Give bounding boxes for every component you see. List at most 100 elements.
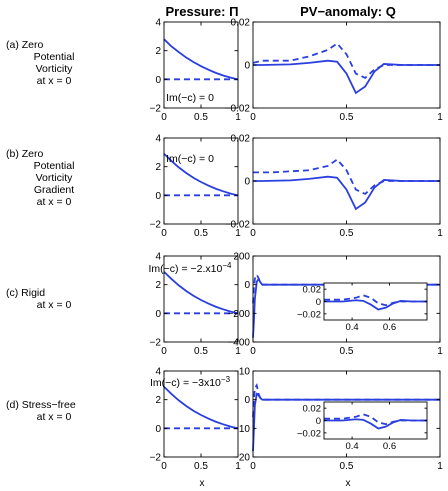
row-label-line: Gradient <box>34 184 74 196</box>
row-label-line: at x = 0 <box>37 75 72 87</box>
right-column-title: PV−anomaly: Q <box>300 4 396 19</box>
x-tick-label: 0 <box>250 461 256 472</box>
y-tick-label: 4 <box>155 367 161 378</box>
y-tick-label: −0.02 <box>297 309 321 320</box>
y-tick-label: 2 <box>155 46 161 57</box>
x-tick-label: 1 <box>437 346 443 357</box>
series-dashed-line <box>253 158 440 195</box>
y-tick-label: 0 <box>155 309 161 320</box>
growth-rate-annotation: Im(−c) = 0 <box>166 92 214 104</box>
x-tick-label: 0.5 <box>340 461 354 472</box>
y-tick-label: −0.02 <box>297 428 321 439</box>
growth-rate-annotation: Im(−c) = 0 <box>166 153 214 165</box>
x-tick-label: 0 <box>161 228 167 239</box>
y-tick-label: 10 <box>239 367 251 378</box>
x-tick-label: 0 <box>250 228 256 239</box>
x-tick-label: 1 <box>437 461 443 472</box>
x-tick-label: 0.5 <box>194 346 208 357</box>
annotation-text: Im(−c) = 0 <box>166 92 214 104</box>
left-x-axis-label: x <box>200 478 205 489</box>
y-tick-label: −2 <box>150 220 162 231</box>
annotation-text: Im(−c) = −2.x10 <box>149 263 223 275</box>
y-tick-label: −400 <box>227 338 250 349</box>
y-tick-label: 0 <box>155 191 161 202</box>
x-tick-label: 0.5 <box>340 346 354 357</box>
x-tick-label: 1 <box>437 112 443 123</box>
y-tick-label: 4 <box>155 18 161 29</box>
annotation-exponent: −4 <box>222 261 232 270</box>
y-tick-label: 0 <box>316 416 321 427</box>
x-tick-label: 1 <box>235 112 241 123</box>
y-tick-label: 2 <box>155 280 161 291</box>
row-label-line: Vorticity <box>36 172 74 184</box>
row-label-line: at x = 0 <box>37 411 72 423</box>
x-tick-label: 0.5 <box>194 112 208 123</box>
y-tick-label: 4 <box>155 252 161 263</box>
x-tick-label: 0.6 <box>383 322 396 333</box>
y-tick-label: 0 <box>155 424 161 435</box>
row-label-line: (c) Rigid <box>6 287 45 299</box>
row-label-line: at x = 0 <box>37 299 72 311</box>
y-tick-label: −0.02 <box>225 104 251 115</box>
y-tick-label: 0.02 <box>231 18 251 29</box>
y-tick-label: −10 <box>233 424 250 435</box>
y-tick-label: 0.02 <box>303 404 322 415</box>
series-solid-line <box>252 277 440 338</box>
y-tick-label: 0 <box>244 395 250 406</box>
y-tick-label: −200 <box>227 309 250 320</box>
y-tick-label: 0 <box>244 61 250 72</box>
y-tick-label: 2 <box>155 395 161 406</box>
y-tick-label: 200 <box>233 252 250 263</box>
series-dashed-line <box>252 42 440 79</box>
row-label-line: Potential <box>34 160 75 172</box>
x-tick-label: 0 <box>161 346 167 357</box>
row-label-line: (d) Stress−free <box>6 399 76 411</box>
x-tick-label: 0.4 <box>345 441 358 452</box>
y-tick-label: −2 <box>150 453 162 464</box>
annotation-exponent: −3 <box>221 375 231 384</box>
left-column-title: Pressure: Π <box>166 4 239 19</box>
x-tick-label: 0.6 <box>383 441 396 452</box>
series-dashed-line <box>252 383 440 417</box>
row-label-line: (a) Zero <box>6 39 44 51</box>
x-tick-label: 0.5 <box>340 112 354 123</box>
annotation-text: Im(−c) = 0 <box>166 153 214 165</box>
y-tick-label: 0.02 <box>303 285 322 296</box>
x-tick-label: 0.5 <box>194 228 208 239</box>
row-label-line: (b) Zero <box>6 148 44 160</box>
series-solid-line <box>163 386 239 430</box>
series-solid-line <box>163 38 239 81</box>
growth-rate-annotation: Im(−c) = −3x10−3 <box>150 375 231 389</box>
growth-rate-annotation: Im(−c) = −2.x10−4 <box>149 261 233 275</box>
y-tick-label: 0 <box>244 280 250 291</box>
x-tick-label: 1 <box>437 228 443 239</box>
x-tick-label: 0 <box>161 112 167 123</box>
x-tick-label: 0.5 <box>340 228 354 239</box>
right-x-axis-label: x <box>346 478 351 489</box>
series-solid-line <box>163 153 239 197</box>
x-tick-label: 0 <box>250 112 256 123</box>
x-tick-label: 1 <box>235 228 241 239</box>
y-tick-label: 0.02 <box>231 134 251 145</box>
row-label-line: Potential <box>34 51 75 63</box>
y-tick-label: −2 <box>150 104 162 115</box>
y-tick-label: 0 <box>155 75 161 86</box>
x-tick-label: 0 <box>250 346 256 357</box>
series-dashed-line <box>252 272 440 304</box>
y-tick-label: 0 <box>316 297 321 308</box>
annotations: Im(−c) = 0Im(−c) = 0Im(−c) = −2.x10−4Im(… <box>149 92 233 389</box>
row-label-line: at x = 0 <box>37 196 72 208</box>
row-label-line: Vorticity <box>36 63 74 75</box>
